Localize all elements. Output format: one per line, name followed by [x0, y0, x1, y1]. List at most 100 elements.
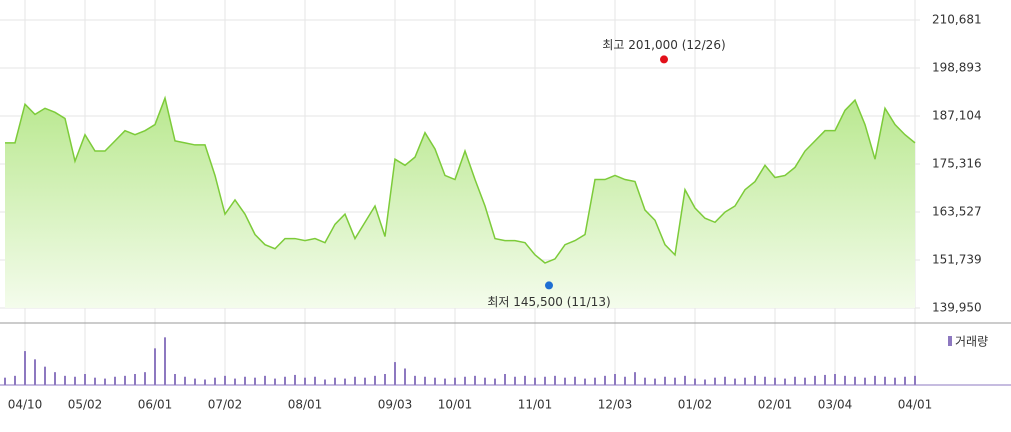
volume-bar [64, 375, 66, 385]
volume-bar [604, 375, 606, 385]
volume-bar [494, 378, 496, 385]
volume-bar [694, 378, 696, 385]
volume-bar [854, 376, 856, 385]
volume-bar [424, 376, 426, 385]
volume-bar [864, 377, 866, 385]
x-tick-label: 04/01 [898, 398, 933, 412]
legend-label: 거래량 [955, 335, 988, 349]
volume-bar [734, 378, 736, 385]
volume-bar [84, 374, 86, 385]
volume-bar [804, 377, 806, 385]
x-tick-label: 06/01 [138, 398, 173, 412]
x-tick-label: 11/01 [518, 398, 553, 412]
volume-bar [384, 374, 386, 385]
volume-bar [194, 378, 196, 385]
volume-bar [114, 376, 116, 385]
volume-bar [544, 376, 546, 385]
area [5, 98, 915, 308]
y-tick-label: 198,893 [932, 60, 982, 74]
volume-bar [414, 375, 416, 385]
volume-bar [284, 376, 286, 385]
volume-bar [344, 378, 346, 385]
volume-bar [814, 375, 816, 385]
x-tick-label: 04/10 [8, 398, 43, 412]
x-tick-label: 08/01 [288, 398, 323, 412]
volume-bar [224, 375, 226, 385]
y-tick-label: 151,739 [932, 252, 982, 266]
volume-bar [614, 374, 616, 385]
volume-bar [214, 377, 216, 385]
volume-bar [894, 377, 896, 385]
volume-bar [714, 377, 716, 385]
line [5, 95, 916, 264]
volume-bar [524, 375, 526, 385]
volume-bar [474, 375, 476, 385]
volume-bar [444, 378, 446, 385]
volume-bar [254, 377, 256, 385]
volume-bar [554, 375, 556, 385]
annotation-label: 최저 145,500 (11/13) [487, 295, 610, 309]
volume-bar [184, 376, 186, 385]
x-tick-label: 10/01 [438, 398, 473, 412]
volume-bar [754, 375, 756, 385]
volume-bar [274, 378, 276, 385]
volume-bar [504, 374, 506, 385]
annotation-dot [545, 281, 553, 290]
volume-bar [304, 377, 306, 385]
y-tick-label: 139,950 [932, 301, 982, 315]
volume-bar [34, 359, 36, 385]
volume-bar [294, 374, 296, 385]
volume-bar [744, 377, 746, 385]
volume-bar [914, 375, 916, 385]
volume-bar [574, 376, 576, 385]
volume-bar [564, 377, 566, 385]
volume-bar [124, 375, 126, 385]
volume-bar [434, 377, 436, 385]
volume-bar [664, 376, 666, 385]
volume-bar [4, 377, 6, 385]
volume-bar [134, 374, 136, 385]
volume-bar [674, 377, 676, 385]
y-tick-label: 187,104 [932, 109, 982, 123]
volume-bar [164, 337, 166, 385]
volume-bar [354, 376, 356, 385]
volume-bar [244, 376, 246, 385]
x-tick-label: 12/03 [598, 398, 633, 412]
volume-bar [794, 376, 796, 385]
volume-bar [314, 376, 316, 385]
volume-bar [74, 376, 76, 385]
volume-bar [834, 374, 836, 385]
volume-bar [264, 375, 266, 385]
y-tick-label: 163,527 [932, 205, 982, 219]
volume-bar [154, 348, 156, 385]
volume-bar [204, 379, 206, 385]
volume-bar [684, 375, 686, 385]
x-tick-label: 02/01 [758, 398, 793, 412]
volume-bar [784, 378, 786, 385]
volume-bar [844, 375, 846, 385]
volume-bar [374, 375, 376, 385]
annotation-label: 최고 201,000 (12/26) [602, 38, 725, 52]
volume-bar [404, 368, 406, 385]
volume-bar [724, 376, 726, 385]
volume-bar [174, 374, 176, 385]
volume-bar [334, 377, 336, 385]
volume-bar [514, 376, 516, 385]
volume-bar [394, 362, 396, 385]
volume-bar [364, 377, 366, 385]
volume-bar [884, 376, 886, 385]
volume-bar [484, 377, 486, 385]
y-tick-label: 175,316 [932, 156, 982, 170]
volume-bar [24, 351, 26, 385]
annotation-dot [660, 55, 668, 64]
volume-bar [14, 375, 16, 385]
volume-bar [874, 375, 876, 385]
x-tick-label: 09/03 [378, 398, 413, 412]
volume-bar [704, 379, 706, 385]
volume-bar [94, 377, 96, 385]
x-tick-label: 03/04 [818, 398, 853, 412]
volume-bar [54, 372, 56, 385]
volume-bar [464, 376, 466, 385]
volume-bar [654, 378, 656, 385]
volume-bar [644, 377, 646, 385]
